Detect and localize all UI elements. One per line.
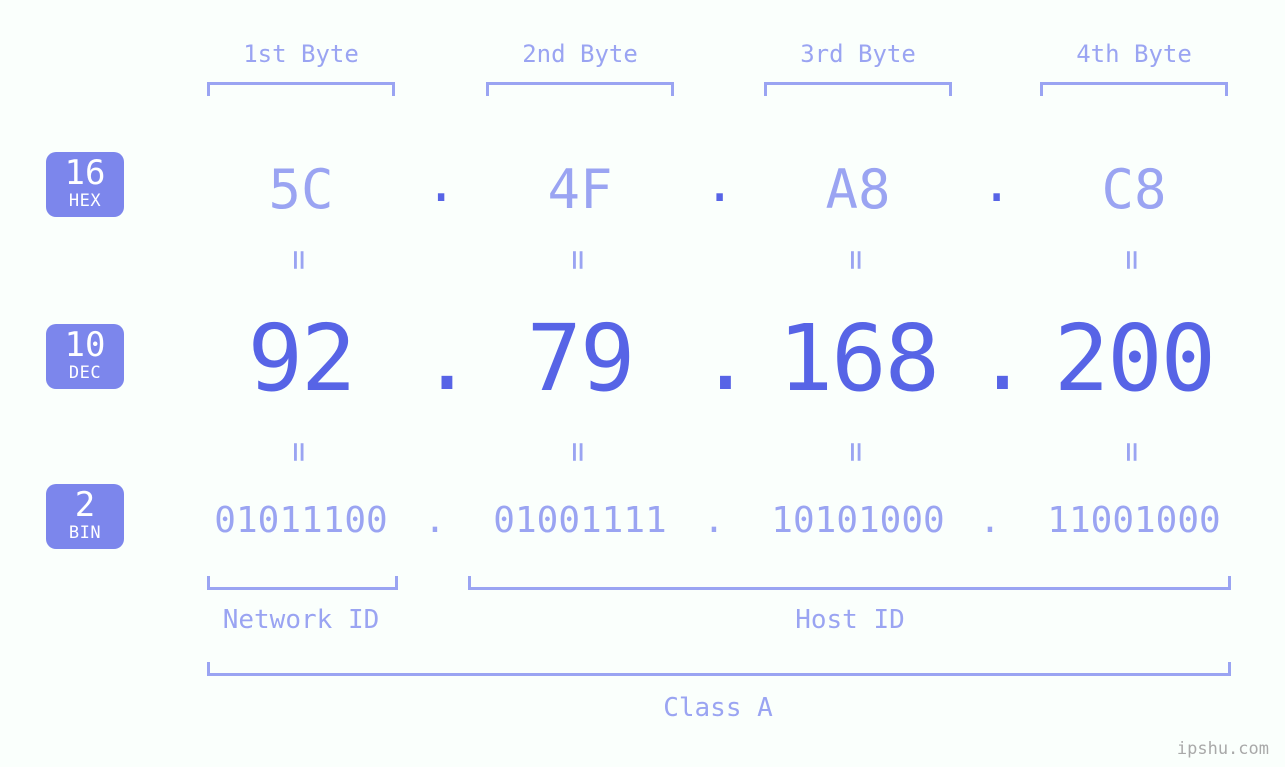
base-badge-bin: 2 BIN — [46, 484, 124, 549]
bin-dot-1: . — [420, 500, 450, 541]
hex-byte-3: A8 — [788, 158, 928, 221]
equals-decbin-2: = — [558, 442, 598, 462]
hex-dot-2: . — [704, 154, 734, 214]
bin-byte-4: 11001000 — [1014, 500, 1254, 541]
bin-byte-1: 01011100 — [181, 500, 421, 541]
base-name-dec: DEC — [69, 363, 101, 383]
base-badge-dec: 10 DEC — [46, 324, 124, 389]
bracket-top-2 — [486, 82, 674, 96]
equals-hexdec-3: = — [836, 250, 876, 270]
base-name-hex: HEX — [69, 191, 101, 211]
equals-decbin-3: = — [836, 442, 876, 462]
dec-byte-1: 92 — [191, 305, 411, 412]
byte-header-2: 2nd Byte — [470, 40, 690, 68]
bin-dot-2: . — [699, 500, 729, 541]
equals-hexdec-4: = — [1112, 250, 1152, 270]
bracket-host-id — [468, 576, 1231, 590]
dec-byte-4: 200 — [1024, 305, 1244, 412]
bracket-top-1 — [207, 82, 395, 96]
equals-hexdec-1: = — [279, 250, 319, 270]
bracket-network-id — [207, 576, 398, 590]
label-host-id: Host ID — [740, 605, 960, 635]
byte-header-4: 4th Byte — [1024, 40, 1244, 68]
dec-byte-3: 168 — [748, 305, 968, 412]
dec-dot-2: . — [699, 307, 739, 410]
bracket-class — [207, 662, 1231, 676]
hex-byte-1: 5C — [231, 158, 371, 221]
base-num-hex: 16 — [65, 156, 106, 190]
label-network-id: Network ID — [191, 605, 411, 635]
hex-dot-3: . — [981, 154, 1011, 214]
bin-byte-2: 01001111 — [460, 500, 700, 541]
hex-dot-1: . — [426, 154, 456, 214]
hex-byte-4: C8 — [1064, 158, 1204, 221]
equals-hexdec-2: = — [558, 250, 598, 270]
dec-dot-3: . — [976, 307, 1016, 410]
bracket-top-3 — [764, 82, 952, 96]
hex-byte-2: 4F — [510, 158, 650, 221]
bracket-top-4 — [1040, 82, 1228, 96]
label-class: Class A — [608, 693, 828, 723]
base-num-bin: 2 — [75, 488, 95, 522]
base-num-dec: 10 — [65, 328, 106, 362]
base-name-bin: BIN — [69, 523, 101, 543]
dec-dot-1: . — [421, 307, 461, 410]
bin-dot-3: . — [975, 500, 1005, 541]
equals-decbin-1: = — [279, 442, 319, 462]
watermark: ipshu.com — [1177, 739, 1269, 759]
byte-header-1: 1st Byte — [191, 40, 411, 68]
equals-decbin-4: = — [1112, 442, 1152, 462]
dec-byte-2: 79 — [470, 305, 690, 412]
byte-header-3: 3rd Byte — [748, 40, 968, 68]
bin-byte-3: 10101000 — [738, 500, 978, 541]
base-badge-hex: 16 HEX — [46, 152, 124, 217]
